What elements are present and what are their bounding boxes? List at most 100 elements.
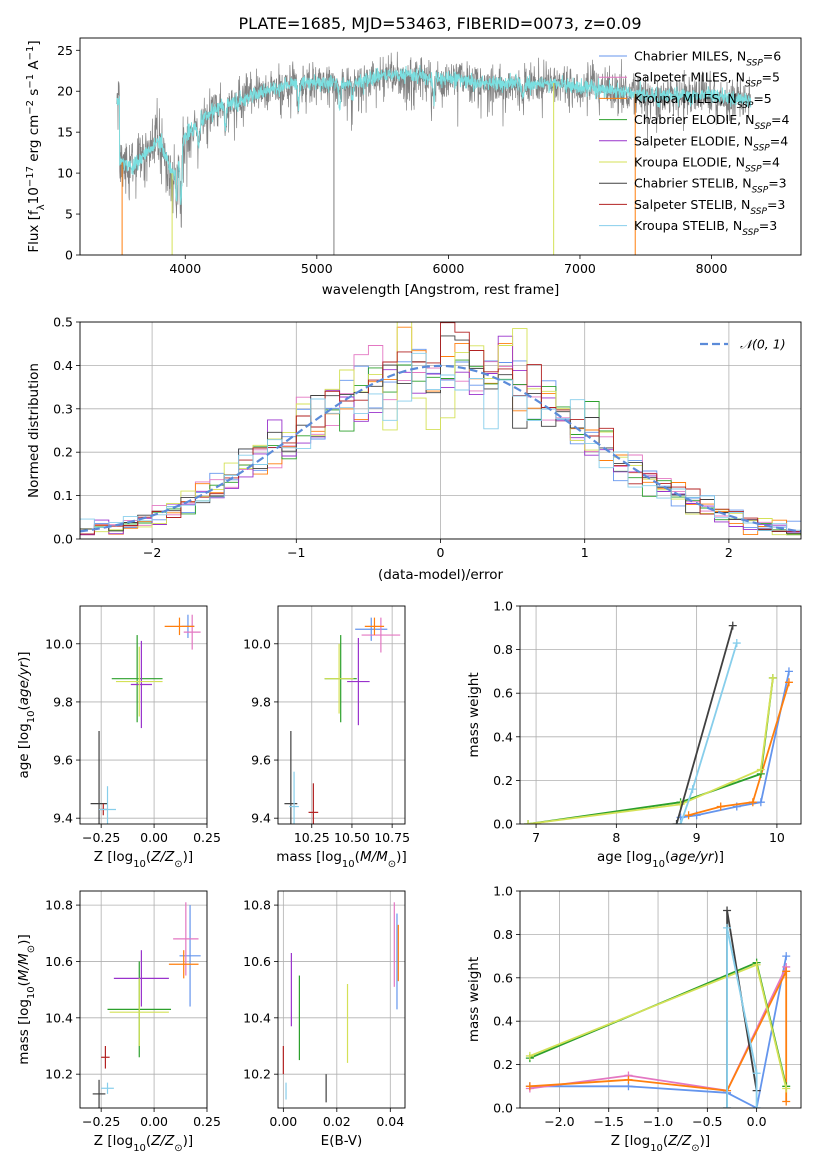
weight-marker-ks — [723, 923, 732, 932]
mass-vs-z-ylabel: mass [log10(M/M⊙)] — [16, 934, 37, 1064]
xlabel-part: ⊙ — [174, 859, 182, 870]
hist-xlabel: (data-model)/error — [378, 567, 504, 583]
weight-marker-km — [684, 811, 693, 820]
x-tick-label: 0.25 — [193, 1114, 221, 1129]
x-tick-label: 8 — [612, 830, 620, 845]
age-vs-mass-xlabel: mass [log10(M/M⊙)] — [276, 849, 406, 870]
y-tick-label: 0.6 — [493, 970, 513, 985]
legend-sub: SSP — [745, 80, 762, 90]
weight-line-ks — [726, 927, 758, 1108]
weight-marker-km — [716, 802, 725, 811]
y-tick-label: 0.3 — [53, 401, 73, 416]
xlabel-part: Z [log — [94, 849, 133, 865]
y-tick-label: 10 — [57, 166, 73, 181]
y-tick-label: 1.0 — [493, 599, 513, 614]
x-tick-label: 2 — [725, 545, 733, 560]
xlabel-part: mass [log — [276, 849, 342, 865]
xlabel-part: )] — [700, 1133, 711, 1149]
x-tick-label: 0.0 — [747, 1114, 767, 1129]
mass-weight-vs-age-ylabel: mass weight — [466, 672, 482, 757]
weight-marker-cm — [784, 667, 793, 676]
axes-frame — [277, 890, 406, 1109]
y-tick-label: 9.8 — [53, 694, 73, 709]
ylabel-part: ] — [26, 40, 42, 45]
ylabel-part: age [log — [16, 723, 32, 778]
weight-marker-ks — [688, 785, 697, 794]
ylabel-part: erg cm — [26, 115, 42, 166]
legend-sub: SSP — [742, 228, 759, 238]
xlabel-part: 10 — [133, 859, 146, 870]
y-tick-label: 10.2 — [243, 1067, 271, 1082]
legend-text: Chabrier STELIB, N — [634, 176, 752, 191]
legend-text: Salpeter STELIB, N — [634, 197, 750, 212]
axes-frame — [79, 37, 802, 256]
y-tick-label: 10.6 — [45, 954, 73, 969]
x-tick-label: 7 — [532, 830, 540, 845]
xlabel-part: )] — [183, 1133, 194, 1149]
histogram-ke — [80, 322, 801, 536]
weight-marker-cs — [723, 906, 732, 915]
xlabel-part: ( — [146, 849, 151, 865]
legend-count: =5 — [753, 91, 771, 106]
gaussian-curve — [80, 364, 801, 533]
y-tick-label: 0.0 — [53, 532, 73, 547]
y-tick-label: 9.6 — [251, 753, 271, 768]
mass-weight-vs-z-xlabel: Z [log10(Z/Z⊙)] — [611, 1133, 710, 1154]
histogram-ss — [80, 322, 801, 535]
legend-sub: SSP — [737, 101, 754, 111]
legend-entry-cs: Chabrier STELIB, NSSP=3 — [634, 176, 787, 196]
age-vs-z-ylabel: age [log10(age/yr)] — [16, 651, 37, 778]
y-tick-label: 0.2 — [53, 445, 73, 460]
legend-text: Kroupa ELODIE, N — [634, 155, 745, 170]
xlabel-part: age [log — [597, 849, 652, 865]
figure-title: PLATE=1685, MJD=53463, FIBERID=0073, z=0… — [238, 14, 641, 33]
axes-frame — [519, 605, 802, 825]
legend-entry-ce: Chabrier ELODIE, NSSP=4 — [634, 112, 789, 132]
weight-marker-ks — [723, 1104, 732, 1108]
weight-marker-km — [624, 1075, 633, 1084]
y-tick-label: 1.0 — [493, 884, 513, 899]
weight-marker-ke — [782, 1084, 791, 1093]
legend-sub: SSP — [745, 165, 762, 175]
x-tick-label: 8000 — [696, 261, 728, 276]
weight-marker-ks — [676, 820, 685, 824]
xlabel-part: E(B-V) — [321, 1133, 363, 1149]
legend-count: =3 — [767, 197, 785, 212]
legend-sub: SSP — [753, 143, 770, 153]
y-tick-label: 9.8 — [251, 694, 271, 709]
xlabel-part: 10 — [652, 859, 665, 870]
model-spectrum-line — [116, 65, 752, 205]
x-tick-label: 6000 — [432, 261, 464, 276]
ylabel-part: 10 — [26, 711, 37, 724]
weight-marker-ke — [525, 1051, 534, 1060]
ylabel-part: 10 — [26, 187, 42, 204]
ylabel-part: s — [26, 89, 42, 100]
y-tick-label: 10.8 — [45, 898, 73, 913]
weight-marker-cm — [782, 952, 791, 961]
residual-hist-plot-area — [80, 322, 801, 539]
mass-weight-vs-age-plot-area — [520, 606, 801, 824]
xlabel-part: ⊙ — [388, 859, 396, 870]
y-tick-label: 0.8 — [493, 927, 513, 942]
legend-text: Salpeter ELODIE, N — [634, 133, 753, 148]
x-tick-label: 10.25 — [294, 830, 330, 845]
xlabel-part: Z [log — [611, 1133, 650, 1149]
weight-marker-cs — [728, 621, 737, 630]
y-tick-label: 20 — [57, 84, 73, 99]
axes-frame — [79, 605, 208, 825]
y-tick-label: 0.2 — [493, 1057, 513, 1072]
xlabel-part: ( — [146, 1133, 151, 1149]
age-vs-z-xlabel: Z [log10(Z/Z⊙)] — [94, 849, 193, 870]
y-tick-label: 0.2 — [493, 773, 513, 788]
age-vs-mass-axes: 10.25 10.50 10.75 9.4 9.6 9.8 10.0 mass [log10(… — [243, 605, 410, 870]
weight-line-ke — [527, 677, 774, 824]
residual-hist-axes: −2 −1 0 1 2 0.0 0.1 0.2 0.3 0.4 0.5 (data-model)/er… — [26, 315, 802, 583]
ylabel-part: ( — [16, 705, 32, 710]
weight-marker-ke — [756, 765, 765, 774]
weight-marker-ks — [732, 639, 741, 648]
y-tick-label: 0 — [65, 248, 73, 263]
y-tick-label: 5 — [65, 207, 73, 222]
histogram-ks — [80, 352, 801, 532]
y-tick-label: 0.5 — [53, 315, 73, 330]
